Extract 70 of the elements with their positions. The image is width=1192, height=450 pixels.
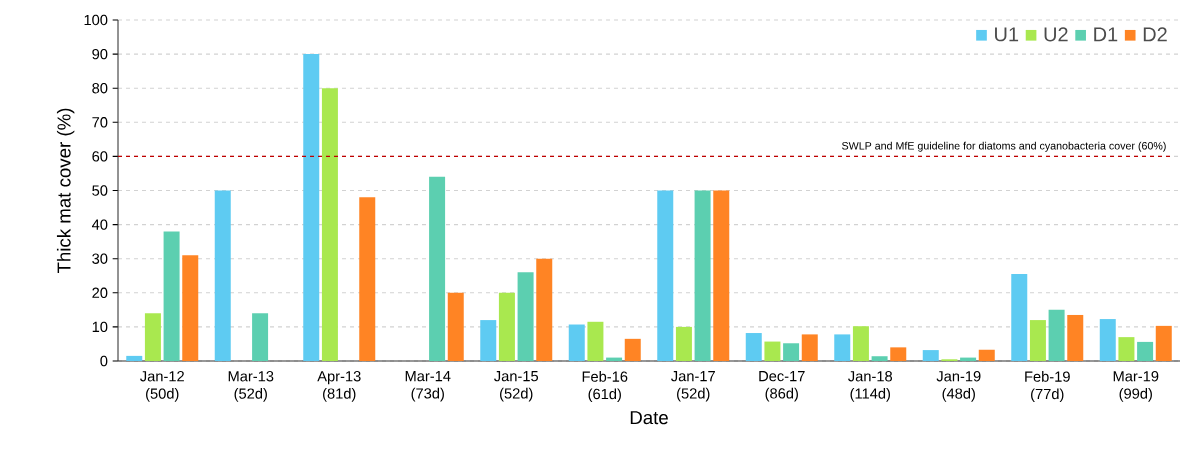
y-tick-label: 10 <box>92 321 108 333</box>
bar <box>1099 319 1116 361</box>
y-tick-label: 50 <box>92 185 108 196</box>
legend-label: D1 <box>1094 27 1118 42</box>
x-tick-label: Jan-12 (50d) <box>140 371 184 402</box>
x-tick-label: Mar-13 (52d) <box>228 371 274 402</box>
y-tick-label: 100 <box>84 14 108 26</box>
bar <box>694 190 711 361</box>
bar <box>1137 341 1154 361</box>
x-tick-label: Feb-16 (61d) <box>582 371 628 403</box>
bar <box>890 347 907 361</box>
bar <box>801 334 818 361</box>
bar <box>1155 325 1172 361</box>
bar <box>1011 274 1028 361</box>
bar <box>1118 337 1135 361</box>
bar <box>871 356 888 361</box>
x-tick-label: Jan-19 (48d) <box>936 371 981 402</box>
bar <box>447 292 464 361</box>
bar <box>321 88 338 361</box>
bar <box>1067 314 1084 361</box>
legend-label: U1 <box>995 27 1019 42</box>
x-tick-label: Dec-17 (86d) <box>759 371 805 402</box>
y-tick-label: 30 <box>92 253 108 264</box>
bar <box>182 255 199 361</box>
y-tick-label: 40 <box>91 219 108 230</box>
y-axis-title: Thick mat cover (%) <box>56 108 75 274</box>
y-tick-label: 80 <box>92 83 108 94</box>
bar <box>745 333 762 361</box>
bar <box>978 349 995 361</box>
bar <box>922 350 939 361</box>
bar <box>657 190 674 361</box>
x-tick-label: Jan-18 (114d) <box>848 371 893 402</box>
bar <box>764 341 781 361</box>
bar <box>126 355 143 361</box>
bar <box>1029 320 1046 361</box>
bar <box>536 258 553 361</box>
bar <box>675 326 692 361</box>
bar <box>429 176 446 361</box>
bar <box>144 313 161 361</box>
x-tick-label: Mar-14 (73d) <box>405 371 451 402</box>
bar <box>480 320 497 361</box>
y-tick-label: 0 <box>100 355 108 367</box>
x-tick-label: Feb-19 (77d) <box>1025 371 1070 403</box>
y-tick-label: 20 <box>92 287 108 298</box>
bar <box>834 334 851 361</box>
y-tick-label: 90 <box>92 48 108 60</box>
bar <box>252 313 269 361</box>
bar <box>1048 309 1065 361</box>
ref-line-label: SWLP and MfE guideline for diatoms and cyanobacteria cover (60%) <box>842 141 1166 152</box>
x-tick-label: Apr-13 (81d) <box>317 371 361 402</box>
bar <box>214 190 231 361</box>
bar <box>303 54 320 361</box>
bar <box>587 321 604 361</box>
bar <box>359 197 376 361</box>
bar <box>852 326 869 361</box>
bar <box>624 338 641 361</box>
bar <box>163 231 180 361</box>
x-tick-label: Jan-17 (52d) <box>671 371 715 402</box>
y-tick-label: 60 <box>92 151 108 162</box>
legend-label: D2 <box>1143 27 1167 42</box>
bar <box>713 190 730 361</box>
legend-label: U2 <box>1044 27 1068 42</box>
bar <box>568 324 585 361</box>
x-axis-title: Date <box>630 411 668 425</box>
bar <box>517 272 534 361</box>
bar <box>783 343 800 361</box>
x-tick-label: Mar-19 (99d) <box>1113 371 1159 402</box>
x-tick-label: Jan-15 (52d) <box>494 371 539 402</box>
y-tick-label: 70 <box>92 117 108 128</box>
bar <box>498 292 515 361</box>
